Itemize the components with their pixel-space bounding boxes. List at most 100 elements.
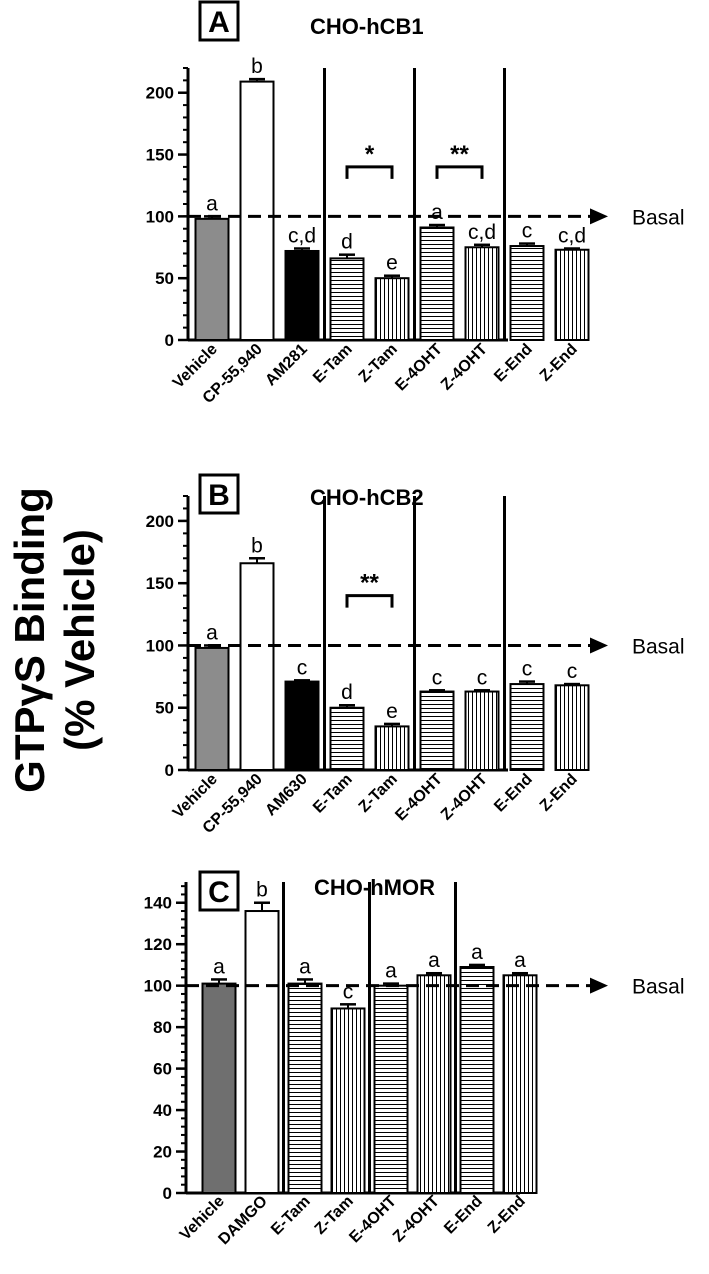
group-letter: c	[297, 656, 308, 679]
y-axis-label: GTPγS Binding (% Vehicle)	[6, 487, 103, 793]
group-letter: c	[343, 980, 354, 1003]
group-letter: a	[514, 949, 526, 972]
significance-bracket	[435, 165, 484, 179]
y-tick-label: 200	[146, 84, 174, 103]
x-tick-label: Z-End	[537, 771, 581, 815]
significance-bracket	[345, 165, 394, 179]
panel-letter: C	[208, 876, 230, 909]
y-axis-label-line2: (% Vehicle)	[56, 529, 103, 751]
group-letter: a	[431, 201, 443, 224]
x-tick-label: E-Tam	[268, 1193, 314, 1239]
x-tick-label: Z-Tam	[356, 771, 401, 816]
y-tick-label: 100	[146, 636, 174, 655]
x-tick-label: AM281	[262, 341, 311, 390]
y-tick-label: 140	[144, 894, 172, 913]
chart-title: CHO-hCB1	[310, 14, 424, 39]
chart-title: CHO-hMOR	[314, 875, 435, 900]
group-letter: c,d	[288, 225, 316, 248]
basal-label: Basal	[632, 976, 685, 999]
bar-DAMGO	[244, 910, 280, 1194]
x-tick-label: E-Tam	[310, 771, 356, 817]
group-letter: b	[256, 879, 268, 902]
basal-arrowhead	[590, 637, 608, 654]
y-tick-label: 100	[146, 207, 174, 226]
group-letter: c	[567, 660, 578, 683]
group-letter: d	[341, 231, 353, 254]
x-tick-label: Z-4OHT	[438, 771, 491, 824]
bar-E-End	[509, 245, 545, 341]
bar-E-End	[509, 683, 545, 772]
y-tick-label: 20	[153, 1143, 172, 1162]
bar-Z-4OHT	[464, 246, 500, 341]
group-letter: a	[299, 955, 311, 978]
significance-label: *	[365, 141, 375, 168]
y-tick-label: 200	[146, 512, 174, 531]
group-letter: a	[206, 192, 218, 215]
y-tick-label: 80	[153, 1018, 172, 1037]
chart-panel-B: B CHO-hCB2050100150200aVehiclebCP-55,940c…	[146, 473, 685, 837]
panel-letter: A	[208, 6, 230, 39]
y-tick-label: 0	[165, 331, 174, 350]
y-tick-label: 60	[153, 1060, 172, 1079]
bar-E-4OHT	[419, 226, 455, 341]
bar-Z-4OHT	[464, 690, 500, 772]
y-tick-label: 150	[146, 146, 174, 165]
group-letter: c	[477, 666, 488, 689]
chart-panel-C: C CHO-hMOR020406080100120140aVehiclebDAMG…	[144, 870, 685, 1248]
panel-letter: B	[208, 479, 230, 512]
chart-panel-A: A CHO-hCB1050100150200aVehiclebCP-55,940c…	[146, 0, 685, 407]
panel-letter-box	[198, 473, 240, 515]
group-letter: a	[471, 941, 483, 964]
y-tick-label: 50	[155, 269, 174, 288]
y-tick-label: 100	[144, 977, 172, 996]
chart-title: CHO-hCB2	[310, 485, 424, 510]
x-tick-label: E-4OHT	[392, 771, 446, 825]
panel-letter-box	[198, 870, 240, 912]
y-tick-label: 50	[155, 699, 174, 718]
bar-Vehicle	[201, 982, 237, 1194]
group-letter: e	[386, 700, 398, 723]
group-letter: a	[428, 949, 440, 972]
x-tick-label: AM630	[262, 771, 311, 820]
group-letter: a	[213, 955, 225, 978]
group-letter: c	[522, 658, 533, 681]
x-tick-label: E-4OHT	[392, 341, 446, 395]
group-letter: e	[386, 252, 398, 275]
group-letter: d	[341, 681, 353, 704]
bar-AM281	[284, 249, 320, 341]
group-letter: c,d	[558, 225, 586, 248]
significance-label: **	[450, 141, 469, 168]
x-tick-label: E-4OHT	[346, 1193, 400, 1247]
y-tick-label: 40	[153, 1101, 172, 1120]
panel-letter-box	[198, 0, 240, 42]
x-tick-label: E-End	[491, 771, 536, 816]
x-tick-label: Z-Tam	[356, 341, 401, 386]
y-tick-label: 150	[146, 574, 174, 593]
y-axis-label-line1: GTPγS Binding	[6, 487, 53, 793]
significance-label: **	[360, 570, 379, 597]
bar-Z-Tam	[374, 725, 410, 772]
x-tick-label: E-End	[491, 341, 536, 386]
x-tick-label: Z-4OHT	[438, 341, 491, 394]
group-letter: a	[206, 621, 218, 644]
bar-E-End	[459, 966, 495, 1194]
bar-E-Tam	[287, 982, 323, 1194]
x-tick-label: Z-End	[485, 1193, 529, 1237]
x-tick-label: Z-End	[537, 341, 581, 385]
bar-CP-55,940	[239, 562, 275, 771]
basal-label: Basal	[632, 206, 685, 229]
group-letter: b	[251, 534, 263, 557]
group-letter: c,d	[468, 221, 496, 244]
group-letter: c	[432, 666, 443, 689]
x-tick-label: Z-4OHT	[390, 1193, 443, 1246]
y-tick-label: 120	[144, 935, 172, 954]
bar-Z-End	[554, 684, 590, 771]
significance-bracket	[345, 594, 394, 608]
group-letter: a	[385, 960, 397, 983]
bar-Z-End	[502, 974, 538, 1194]
bar-Z-Tam	[374, 277, 410, 342]
basal-arrowhead	[590, 977, 608, 994]
bar-Vehicle	[194, 646, 230, 771]
bar-Z-4OHT	[416, 974, 452, 1194]
group-letter: c	[522, 220, 533, 243]
